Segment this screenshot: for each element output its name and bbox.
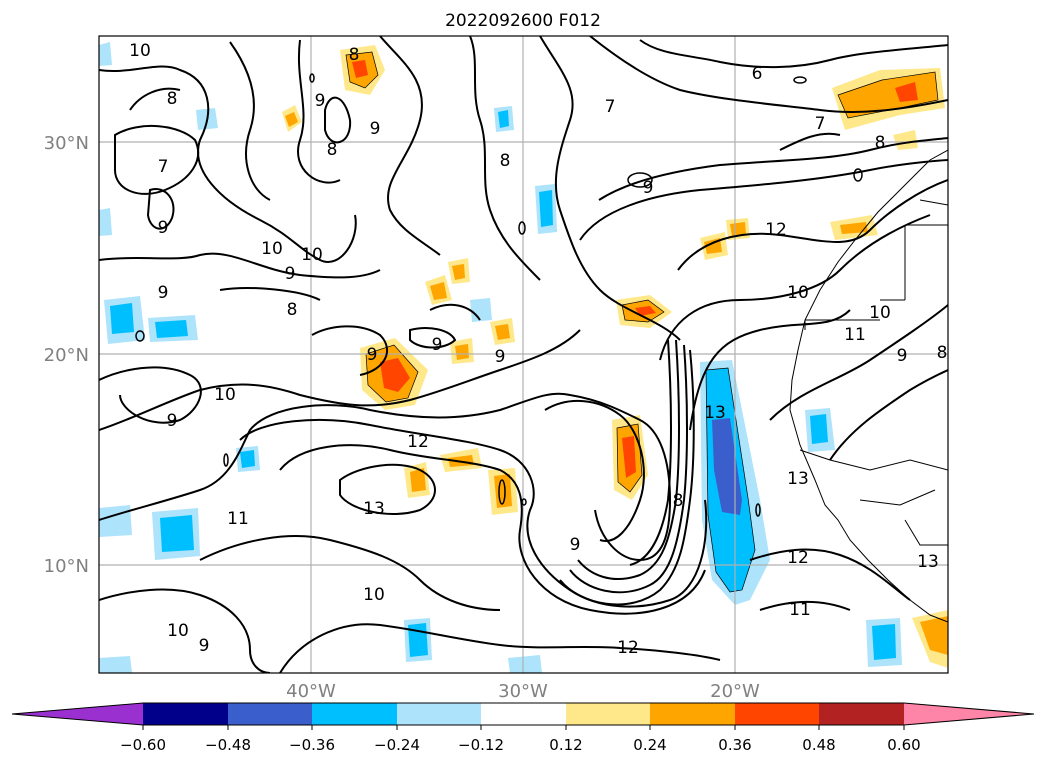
colorbar-tick-label: 0.24 (633, 736, 666, 754)
contour-label: 9 (367, 345, 378, 365)
contour-label: 7 (158, 157, 169, 177)
colorbar-tick-label: 0.36 (718, 736, 751, 754)
colorbar-segment (481, 703, 566, 725)
contour-label: 13 (917, 552, 939, 572)
gridlines (99, 36, 948, 673)
contour-label: 9 (199, 636, 210, 656)
contour-label: 13 (787, 469, 809, 489)
contour-label: 9 (643, 178, 654, 198)
colorbar-segment (228, 703, 312, 725)
colorbar-segment (566, 703, 650, 725)
lat-label-10n: 10°N (44, 556, 89, 577)
contour-label: 10 (129, 41, 151, 61)
contour-label: 10 (363, 585, 385, 605)
contour-label: 8 (327, 140, 338, 160)
colorbar-ticks (142, 725, 905, 730)
colorbar-segment (650, 703, 735, 725)
contour-label: 10 (261, 239, 283, 259)
map-content: 10 8 9 8 9 8 7 9 8 6 7 7 8 9 10 10 9 8 1… (99, 36, 948, 673)
contour-label: 12 (787, 548, 809, 568)
contour-label: 12 (617, 638, 639, 658)
contour-label: 10 (167, 621, 189, 641)
longitude-labels: 40°W 30°W 20°W (286, 681, 760, 702)
contour-label: 9 (897, 346, 908, 366)
contour-lines (99, 36, 948, 673)
colorbar-tick-label: −0.48 (205, 736, 251, 754)
lon-label-40w: 40°W (286, 681, 336, 702)
contour-label: 11 (227, 509, 249, 529)
lat-label-20n: 20°N (44, 345, 89, 366)
contour-label: 12 (765, 220, 787, 240)
colorbar-tick-label: 0.12 (549, 736, 582, 754)
colorbar-extend-right (904, 703, 1034, 725)
contour-label: 10 (787, 283, 809, 303)
colorbar-segment (143, 703, 228, 725)
contour-label: 9 (285, 264, 296, 284)
contour-label: 9 (570, 535, 581, 555)
contour-label: 9 (432, 335, 443, 355)
colorbar-tick-label: −0.60 (120, 736, 166, 754)
lon-label-30w: 30°W (498, 681, 548, 702)
warm-shading (282, 45, 948, 668)
colorbar-tick-label: −0.12 (458, 736, 504, 754)
colorbar-tick-label: −0.36 (289, 736, 335, 754)
map-frame (98, 35, 949, 674)
contour-label: 11 (789, 600, 811, 620)
contour-label: 10 (214, 385, 236, 405)
contour-label: 8 (349, 45, 360, 65)
colorbar-tick-label: 0.60 (887, 736, 920, 754)
contour-label: 8 (287, 300, 298, 320)
contour-label: 8 (500, 151, 511, 171)
colorbar: −0.60 −0.48 −0.36 −0.24 −0.12 0.12 0.24 … (11, 702, 1035, 754)
colorbar-tick-label: 0.48 (802, 736, 835, 754)
colorbar-tick-label: −0.24 (374, 736, 420, 754)
contour-label: 9 (167, 411, 178, 431)
colorbar-extend-left (12, 703, 143, 725)
contour-label: 8 (673, 491, 684, 511)
contour-label: 13 (704, 403, 726, 423)
contour-label: 12 (407, 432, 429, 452)
coastline (789, 149, 948, 623)
contour-label: 9 (158, 283, 169, 303)
contour-label: 6 (752, 64, 763, 84)
map-title: 2022092600 F012 (445, 11, 601, 31)
colorbar-segment (312, 703, 397, 725)
contour-label: 7 (815, 114, 826, 134)
contour-label: 13 (363, 499, 385, 519)
colorbar-segment (819, 703, 904, 725)
contour-label-group: 10 8 9 8 9 8 7 9 8 6 7 7 8 9 10 10 9 8 1… (129, 41, 947, 658)
contour-label: 11 (844, 325, 866, 345)
lon-label-20w: 20°W (710, 681, 760, 702)
contour-label: 9 (158, 218, 169, 238)
contour-label: 10 (301, 245, 323, 265)
latitude-labels: 30°N 20°N 10°N (44, 133, 89, 577)
contour-label: 8 (875, 133, 886, 153)
colorbar-segment (397, 703, 481, 725)
contour-label: 7 (605, 97, 616, 117)
contour-label: 10 (869, 303, 891, 323)
contour-label: 8 (937, 343, 948, 363)
colorbar-tick-labels: −0.60 −0.48 −0.36 −0.24 −0.12 0.12 0.24 … (120, 736, 921, 754)
contour-label: 9 (495, 347, 506, 367)
contour-label: 8 (167, 89, 178, 109)
contour-label: 9 (315, 91, 326, 111)
contour-label: 9 (370, 119, 381, 139)
colorbar-segment (735, 703, 819, 725)
small-contours (135, 73, 863, 517)
lat-label-30n: 30°N (44, 133, 89, 154)
